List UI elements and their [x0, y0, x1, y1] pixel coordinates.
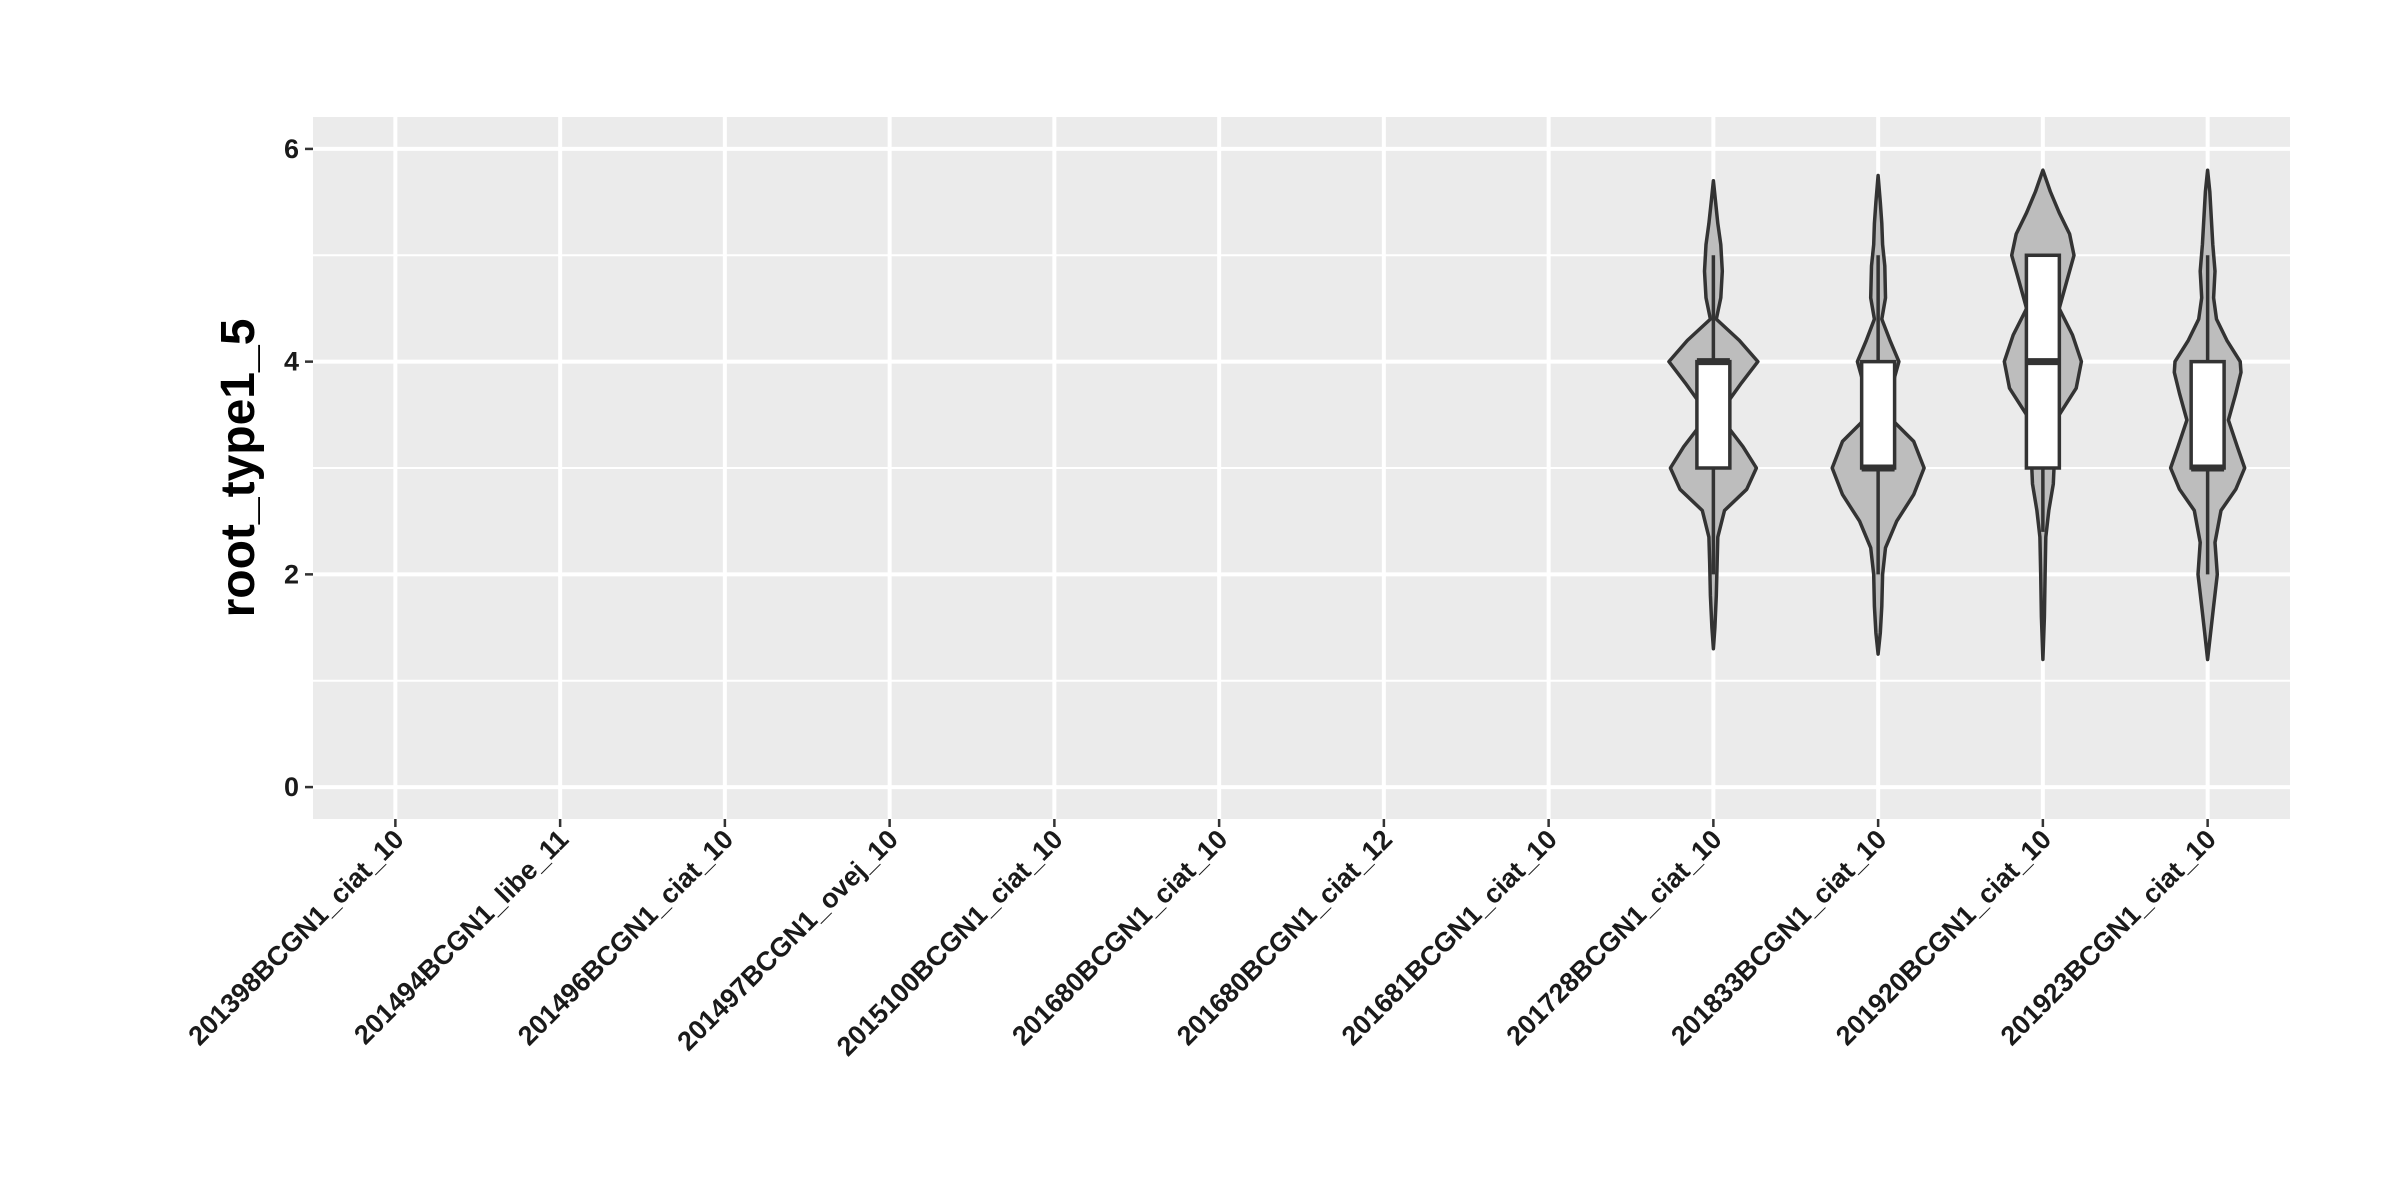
y-axis-title: root_type1_5	[212, 319, 265, 618]
violins	[1667, 168, 2247, 662]
y-tick-label: 0	[284, 772, 299, 802]
y-tick-label: 6	[284, 134, 299, 164]
box-iqr	[1695, 359, 1732, 470]
y-tick-label: 2	[284, 559, 299, 589]
y-tick-label: 4	[284, 347, 299, 377]
grid-lines	[313, 117, 2290, 819]
box-iqr	[2189, 359, 2226, 470]
box-iqr	[1859, 359, 1897, 470]
